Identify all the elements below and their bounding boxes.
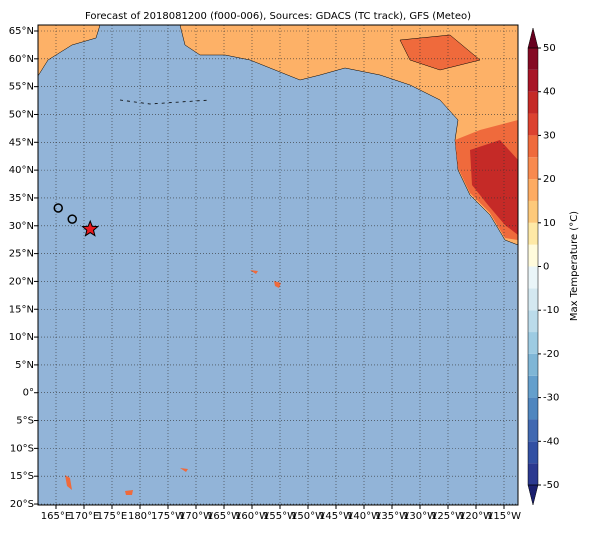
x-tick-label: 115°W	[487, 511, 521, 522]
island	[180, 468, 188, 472]
track-point	[53, 203, 63, 213]
y-tick-label: 10°N	[9, 332, 34, 343]
colorbar-bin	[528, 463, 538, 485]
x-tick-label: 120°W	[459, 511, 493, 522]
x-tick-label: 170°E	[69, 511, 99, 522]
colorbar-bin	[528, 353, 538, 376]
x-tick-label: 160°W	[235, 511, 269, 522]
siberia	[38, 25, 101, 77]
y-tick-label: 5°S	[16, 416, 34, 427]
colorbar-bin	[528, 244, 538, 267]
y-tick-label: 25°N	[9, 249, 34, 260]
y-tick-label: 35°N	[9, 193, 34, 204]
y-tick-label: 45°N	[9, 137, 34, 148]
colorbar-bin	[528, 69, 538, 92]
y-tick-label: 55°N	[9, 82, 34, 93]
colorbar-tick-label: 10	[543, 218, 556, 229]
colorbar-tick-label: -20	[543, 349, 559, 360]
y-tick-label: 30°N	[9, 221, 34, 232]
x-tick-label: 150°W	[291, 511, 325, 522]
y-tick-label: 5°N	[15, 360, 34, 371]
colorbar-tick-label: 20	[543, 174, 556, 185]
x-tick-label: 180°	[128, 511, 152, 522]
colorbar-over	[527, 27, 539, 49]
colorbar-bin	[528, 397, 538, 420]
colorbar-tick-label: -40	[543, 436, 559, 447]
x-tick-label: 125°W	[431, 511, 465, 522]
colorbar-bin	[528, 135, 538, 158]
north-america	[179, 25, 518, 246]
x-tick-label: 170°W	[179, 511, 213, 522]
y-tick-label: 20°S	[10, 499, 34, 510]
aleutians	[119, 99, 211, 105]
colorbar-bin	[528, 91, 538, 114]
colorbar-tick-label: -30	[543, 393, 559, 404]
colorbar-bin	[528, 179, 538, 201]
colorbar-bin	[528, 419, 538, 442]
island	[125, 490, 133, 495]
y-tick-label: 15°N	[9, 304, 34, 315]
current-position	[81, 219, 100, 237]
colorbar-bin	[528, 48, 538, 70]
y-tick-label: 50°N	[9, 109, 34, 120]
y-tick-label: 60°N	[9, 54, 34, 65]
colorbar-tick-label: 40	[543, 87, 556, 98]
colorbar-under	[527, 484, 539, 506]
hot-region	[470, 140, 518, 235]
y-tick-label: 20°N	[9, 276, 34, 287]
colorbar-tick-label: 50	[543, 43, 556, 54]
colorbar-bin	[528, 200, 538, 223]
colorbar-tick-label: -10	[543, 305, 559, 316]
track-point	[67, 214, 77, 224]
y-tick-label: 40°N	[9, 165, 34, 176]
colorbar-label: Max Temperature (°C)	[569, 211, 580, 321]
colorbar-tick-label: 0	[543, 262, 549, 273]
x-tick-label: 165°E	[41, 511, 71, 522]
colorbar-bin	[528, 222, 538, 245]
x-tick-label: 155°W	[263, 511, 297, 522]
hawaii	[274, 281, 281, 288]
colorbar-bin	[528, 266, 538, 289]
x-tick-label: 165°W	[207, 511, 241, 522]
map-title: Forecast of 2018081200 (f000-006), Sourc…	[85, 11, 471, 22]
frame	[37, 24, 519, 506]
colorbar-bin	[528, 441, 538, 464]
colorbar-bin	[528, 332, 538, 354]
x-tick-label: 130°W	[403, 511, 437, 522]
y-tick-label: 15°S	[10, 471, 34, 482]
y-tick-label: 65°N	[9, 26, 34, 37]
x-tick-label: 175°W	[151, 511, 185, 522]
y-tick-label: 10°S	[10, 443, 34, 454]
x-tick-label: 135°W	[375, 511, 409, 522]
colorbar-tick-label: -50	[543, 480, 559, 491]
colorbar-tick-label: 30	[543, 130, 556, 141]
x-tick-label: 140°W	[347, 511, 381, 522]
grid	[38, 25, 518, 505]
x-tick-label: 145°W	[319, 511, 353, 522]
colorbar-bin	[528, 310, 538, 333]
colorbar-bin	[528, 288, 538, 311]
island	[65, 475, 72, 490]
y-tick-label: 0°	[23, 388, 34, 399]
ocean	[38, 25, 518, 505]
colorbar-bin	[528, 113, 538, 136]
x-tick-label: 175°E	[97, 511, 127, 522]
colorbar-bin	[528, 375, 538, 398]
colorbar-bin	[528, 157, 538, 180]
